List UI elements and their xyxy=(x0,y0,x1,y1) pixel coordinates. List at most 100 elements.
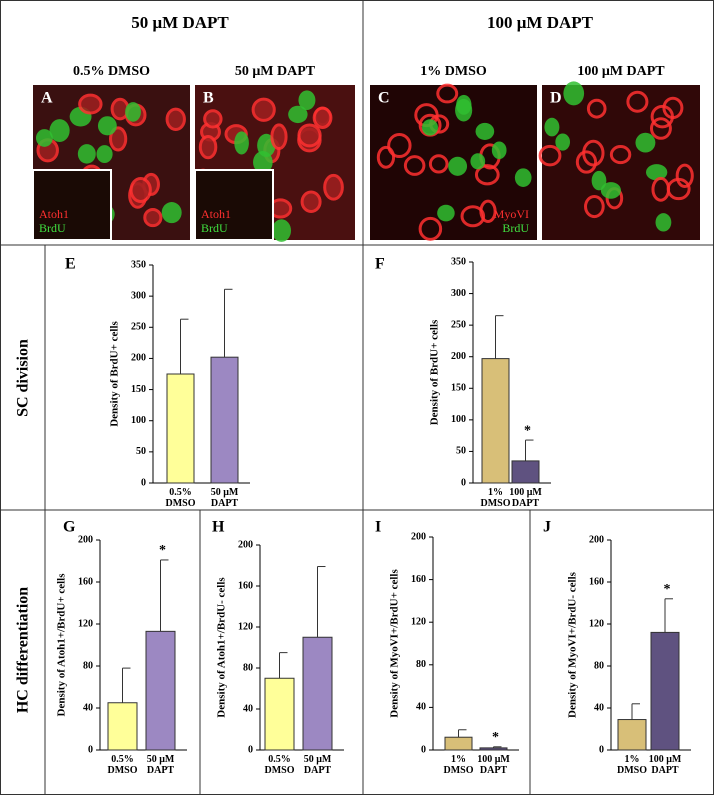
y-tick-label: 350 xyxy=(451,256,466,267)
y-tick-label: 250 xyxy=(131,322,146,333)
y-tick-label: 120 xyxy=(589,618,604,629)
panel-letter: C xyxy=(378,90,390,107)
cell xyxy=(626,90,649,113)
y-tick-label: 80 xyxy=(83,660,93,671)
y-tick-label: 40 xyxy=(594,702,604,713)
y-tick-label: 40 xyxy=(83,702,93,713)
image-title: 100 μM DAPT xyxy=(577,64,665,79)
channel-label: MyoVI xyxy=(494,207,529,221)
x-tick-label: 50 μM DAPT xyxy=(211,487,239,509)
y-tick-label: 150 xyxy=(131,384,146,395)
cell xyxy=(470,153,486,170)
header: 50 μM DAPT xyxy=(131,13,229,32)
cell xyxy=(586,98,607,119)
bar xyxy=(166,373,195,484)
cell xyxy=(437,204,455,222)
x-tick-label: 50 μM DAPT xyxy=(303,754,332,776)
panel-letter: J xyxy=(543,519,551,536)
panel-letter: B xyxy=(203,90,214,107)
cell xyxy=(97,116,117,136)
cell xyxy=(270,123,288,151)
cell xyxy=(514,168,532,188)
image-title: 50 μM DAPT xyxy=(235,64,316,79)
y-tick-label: 250 xyxy=(451,319,466,330)
cell xyxy=(298,90,316,111)
bar xyxy=(617,719,647,751)
cell xyxy=(323,173,344,201)
x-tick-label: 50 μM DAPT xyxy=(147,754,175,776)
channel-label: BrdU xyxy=(39,221,66,235)
panel-letter: H xyxy=(212,519,225,536)
y-tick-label: 200 xyxy=(238,539,253,550)
image-title: 0.5% DMSO xyxy=(73,64,150,79)
category-label: 1% DMSO xyxy=(443,754,474,776)
x-tick-label: 100 μM DAPT xyxy=(648,754,682,776)
panel-letter: F xyxy=(375,256,385,273)
cell xyxy=(609,145,632,165)
y-tick-label: 40 xyxy=(416,702,426,713)
cell xyxy=(203,109,223,129)
bar xyxy=(481,358,510,484)
y-tick-label: 0 xyxy=(88,744,93,755)
x-tick-label: 100 μM DAPT xyxy=(509,487,542,509)
cell xyxy=(77,144,96,164)
cell xyxy=(675,163,694,189)
cell xyxy=(35,129,53,147)
channel-label: Atoh1 xyxy=(201,207,231,221)
cell xyxy=(234,131,249,155)
significance: * xyxy=(492,730,499,745)
cell xyxy=(649,117,672,140)
y-tick-label: 50 xyxy=(456,446,466,457)
y-tick-label: 200 xyxy=(78,534,93,545)
cell xyxy=(161,202,182,224)
y-tick-label: 160 xyxy=(589,576,604,587)
y-axis-label: Density of BrdU+ cells xyxy=(429,319,441,425)
y-axis-label: Density of Atoh1+/BrdU+ cells xyxy=(56,573,68,717)
cell xyxy=(49,119,70,143)
panel-letter: A xyxy=(41,90,53,107)
bar xyxy=(479,747,508,751)
cell xyxy=(251,97,276,122)
y-tick-label: 160 xyxy=(238,580,253,591)
inset xyxy=(32,169,112,241)
cell xyxy=(376,145,396,169)
y-tick-label: 160 xyxy=(78,576,93,587)
y-tick-label: 350 xyxy=(131,259,146,270)
cell xyxy=(129,177,152,203)
cell xyxy=(555,133,571,151)
row-label: SC division xyxy=(15,339,32,417)
y-tick-label: 40 xyxy=(243,703,253,714)
category-label: 100 μM DAPT xyxy=(648,754,682,776)
y-tick-label: 150 xyxy=(451,383,466,394)
x-tick-label: 0.5% DMSO xyxy=(166,487,196,509)
significance: * xyxy=(664,582,671,597)
cell xyxy=(125,102,141,122)
y-tick-label: 300 xyxy=(131,290,146,301)
category-label: 100 μM DAPT xyxy=(509,487,542,509)
cell xyxy=(288,105,308,124)
x-tick-label: 0.5% DMSO xyxy=(108,754,138,776)
y-tick-label: 80 xyxy=(416,659,426,670)
y-tick-label: 200 xyxy=(131,353,146,364)
cell xyxy=(403,155,426,176)
bar xyxy=(511,460,540,484)
cell xyxy=(387,132,412,159)
cell xyxy=(448,156,468,176)
cell xyxy=(575,150,598,174)
category-label: 50 μM DAPT xyxy=(303,754,332,776)
cell xyxy=(584,194,605,219)
cell xyxy=(418,216,443,241)
y-tick-label: 0 xyxy=(248,744,253,755)
cell xyxy=(422,119,438,136)
cell xyxy=(474,164,500,186)
cell xyxy=(491,141,507,160)
cell xyxy=(96,145,113,164)
y-tick-label: 100 xyxy=(131,415,146,426)
channel-label: Atoh1 xyxy=(39,207,69,221)
y-tick-label: 0 xyxy=(461,477,466,488)
cell xyxy=(538,144,562,167)
y-tick-label: 80 xyxy=(243,662,253,673)
image-title: 1% DMSO xyxy=(420,64,487,79)
cell xyxy=(300,190,322,214)
